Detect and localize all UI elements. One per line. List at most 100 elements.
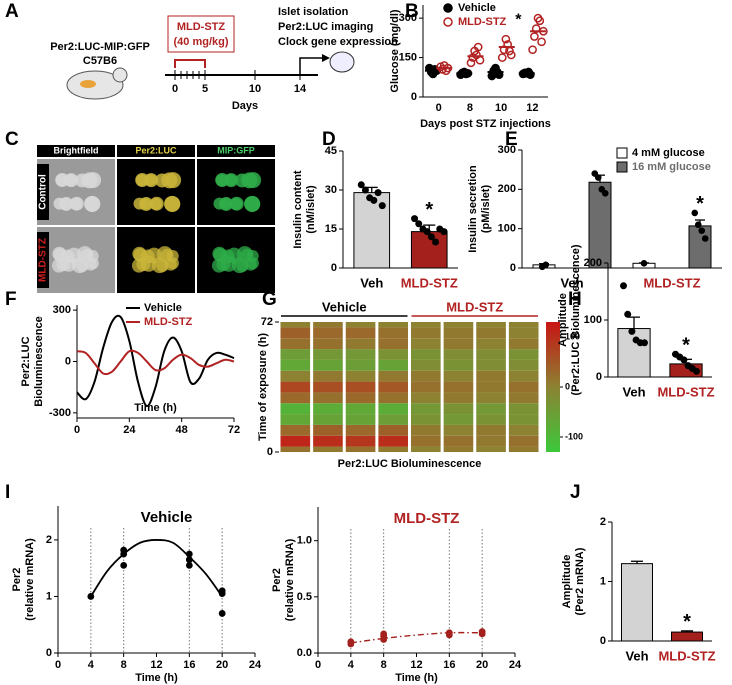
data-point: [624, 310, 632, 318]
column-header: MIP:GFP: [217, 145, 255, 155]
heat-cell: [508, 327, 539, 339]
islet: [75, 173, 90, 188]
y-tick-label: 300: [498, 144, 516, 156]
treatment-label: MLD-STZ: [177, 21, 226, 33]
x-tick-label: 0: [436, 102, 442, 114]
heat-cell: [443, 392, 474, 404]
islet: [53, 197, 66, 210]
data-point: [440, 228, 448, 236]
heat-cell: [280, 424, 311, 436]
panel-letter: G: [262, 289, 277, 310]
data-point: [497, 53, 507, 62]
islet: [144, 173, 159, 188]
islet: [76, 246, 93, 263]
schematic: A Per2:LUC-MIP:GFP C57B6 MLD-STZ (40 mg/…: [5, 1, 398, 112]
column-header-bg: [37, 145, 115, 157]
heat-cell: [443, 424, 474, 436]
data-point: [620, 282, 627, 290]
y-tick-label: 72: [261, 316, 273, 328]
timeline-label: 0: [172, 83, 178, 95]
column-header-bg: [117, 145, 195, 157]
heat-cell: [280, 322, 311, 328]
data-point: [528, 45, 537, 55]
bar: [617, 328, 651, 378]
heat-cell: [443, 338, 474, 350]
islet: [236, 246, 253, 263]
heat-cell: [443, 322, 474, 328]
heat-cell: [313, 446, 343, 452]
y-tick-label: 0: [267, 446, 273, 458]
x-tick-label: Veh: [622, 384, 645, 399]
y-tick-label: 30: [325, 184, 337, 196]
micrograph: [37, 159, 115, 225]
significance: *: [425, 199, 433, 221]
heat-cell: [280, 392, 311, 404]
heat-cell: [280, 446, 311, 452]
y-axis-label: Per2:LUC: [20, 336, 32, 386]
heat-cell: [378, 435, 408, 447]
data-point: [218, 590, 226, 598]
timeline-ticks: [174, 70, 301, 80]
heat-cell: [378, 403, 408, 415]
heat-cell: [313, 403, 343, 415]
heat-cell: [345, 370, 376, 382]
heat-cell: [411, 424, 441, 436]
data-point: [347, 638, 355, 646]
y-tick-label: 2: [600, 516, 606, 528]
y-tick-label: 0: [65, 355, 71, 367]
legend-marker: [616, 147, 628, 159]
data-point: [374, 189, 382, 197]
heat-cell: [345, 414, 376, 425]
islet: [156, 246, 173, 263]
heat-cell: [313, 349, 343, 360]
heat-cell: [508, 322, 539, 328]
heat-cell: [508, 349, 539, 360]
y-axis-label: Insulin content: [292, 170, 304, 249]
heat-cell: [378, 338, 408, 350]
heat-cell: [443, 446, 474, 452]
fit-line: [90, 539, 223, 597]
legend-label: 16 mM glucose: [632, 161, 711, 173]
islet: [76, 260, 89, 273]
y-axis-label: (nM/islet): [305, 185, 317, 234]
row-label: Control: [38, 174, 49, 210]
heat-cell: [313, 435, 343, 447]
y-axis-label: Bioluminescence: [33, 316, 45, 406]
panel-letter: I: [5, 482, 10, 503]
data-point: [680, 356, 688, 364]
data-point: [501, 34, 511, 44]
heat-cell: [313, 359, 343, 371]
micrographs: C Brightfield Per2:LUC MIP:GFP Control MLD-S…: [5, 129, 275, 293]
heat-cell: [411, 322, 441, 328]
islet: [212, 246, 227, 261]
column-header-bg: [197, 145, 275, 157]
bar: [621, 563, 653, 642]
x-axis-label: Time (h): [134, 402, 177, 414]
data-point: [640, 259, 648, 267]
heat-cell: [508, 381, 539, 393]
mouse-label: Per2:LUC-MIP:GFP: [50, 41, 150, 53]
data-point: [380, 630, 388, 638]
y-tick-label: 1.0: [297, 535, 312, 547]
heat-cell: [508, 414, 539, 425]
legend-label: MLD-STZ: [458, 16, 507, 28]
data-line: [76, 349, 235, 376]
data-point: [411, 215, 419, 223]
heat-cell: [508, 435, 539, 447]
data-point: [445, 629, 453, 637]
heat-cell: [411, 392, 441, 404]
heat-cell: [378, 349, 408, 360]
x-tick-label: Veh: [560, 275, 583, 290]
heat-cell: [476, 381, 506, 393]
heat-cell: [345, 322, 376, 328]
heat-cell: [378, 381, 408, 393]
panel-letter: A: [5, 1, 19, 22]
heat-cell: [280, 435, 311, 447]
x-tick-label: 0: [74, 424, 80, 436]
x-tick-label: 20: [476, 659, 488, 671]
data-point: [378, 202, 386, 210]
y-tick-label: 0: [596, 371, 602, 383]
treatment-label: (40 mg/kg): [173, 36, 228, 48]
timeline-title: Days: [232, 100, 258, 112]
